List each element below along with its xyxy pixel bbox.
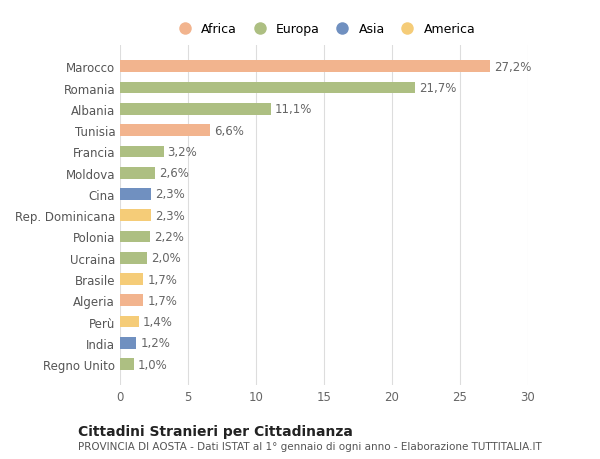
Bar: [120, 125, 210, 137]
Bar: [120, 189, 151, 200]
Bar: [120, 210, 151, 222]
Text: 2,3%: 2,3%: [155, 209, 185, 222]
Text: 11,1%: 11,1%: [275, 103, 313, 116]
Text: 1,4%: 1,4%: [143, 315, 173, 328]
Bar: [120, 358, 134, 370]
Bar: [120, 104, 271, 116]
Bar: [120, 231, 150, 243]
Bar: [120, 83, 415, 94]
Bar: [120, 62, 490, 73]
Bar: [120, 274, 143, 285]
Text: 1,7%: 1,7%: [147, 294, 177, 307]
Bar: [120, 295, 143, 307]
Text: 1,0%: 1,0%: [137, 358, 167, 371]
Text: 27,2%: 27,2%: [494, 61, 532, 73]
Bar: [120, 252, 147, 264]
Text: 2,6%: 2,6%: [160, 167, 190, 180]
Bar: [120, 316, 139, 328]
Text: 2,2%: 2,2%: [154, 230, 184, 243]
Text: 2,3%: 2,3%: [155, 188, 185, 201]
Text: 1,2%: 1,2%: [140, 336, 170, 350]
Bar: [120, 168, 155, 179]
Text: Cittadini Stranieri per Cittadinanza: Cittadini Stranieri per Cittadinanza: [78, 425, 353, 438]
Text: 1,7%: 1,7%: [147, 273, 177, 286]
Bar: [120, 337, 136, 349]
Text: 2,0%: 2,0%: [151, 252, 181, 265]
Text: 6,6%: 6,6%: [214, 124, 244, 137]
Bar: [120, 146, 164, 158]
Text: 3,2%: 3,2%: [167, 146, 197, 158]
Legend: Africa, Europa, Asia, America: Africa, Europa, Asia, America: [167, 18, 481, 41]
Text: 21,7%: 21,7%: [419, 82, 457, 95]
Text: PROVINCIA DI AOSTA - Dati ISTAT al 1° gennaio di ogni anno - Elaborazione TUTTIT: PROVINCIA DI AOSTA - Dati ISTAT al 1° ge…: [78, 441, 542, 451]
